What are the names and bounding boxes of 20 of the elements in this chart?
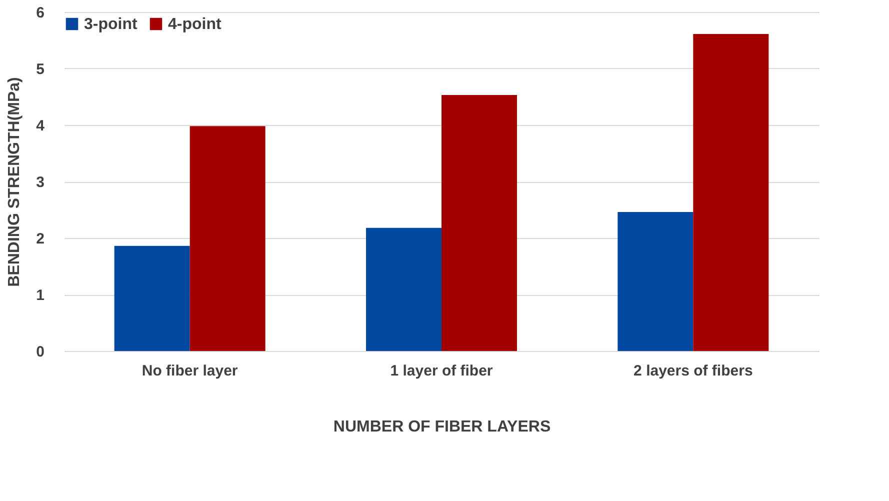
x-tick-label: No fiber layer — [142, 362, 238, 380]
bar — [366, 228, 442, 351]
y-tick-label: 4 — [36, 118, 46, 134]
bar — [114, 246, 190, 351]
legend-label: 4-point — [168, 16, 222, 33]
x-axis-title: NUMBER OF FIBER LAYERS — [333, 418, 551, 436]
x-tick-label: 2 layers of fibers — [634, 362, 753, 380]
bar — [693, 34, 769, 351]
y-axis-title: BENDING STRENGTH(MPa) — [6, 77, 24, 287]
y-tick-label: 6 — [36, 4, 44, 22]
y-tick-label: 3 — [36, 174, 44, 191]
bar — [618, 212, 694, 351]
bar — [190, 126, 266, 351]
bar — [442, 95, 517, 351]
y-tick-label: 0 — [36, 344, 44, 360]
y-tick-label: 2 — [36, 230, 44, 248]
y-tick-label: 5 — [36, 61, 44, 78]
legend-label: 3-point — [84, 16, 138, 33]
x-tick-label: 1 layer of fiber — [390, 362, 493, 380]
y-tick-label: 1 — [36, 287, 44, 304]
